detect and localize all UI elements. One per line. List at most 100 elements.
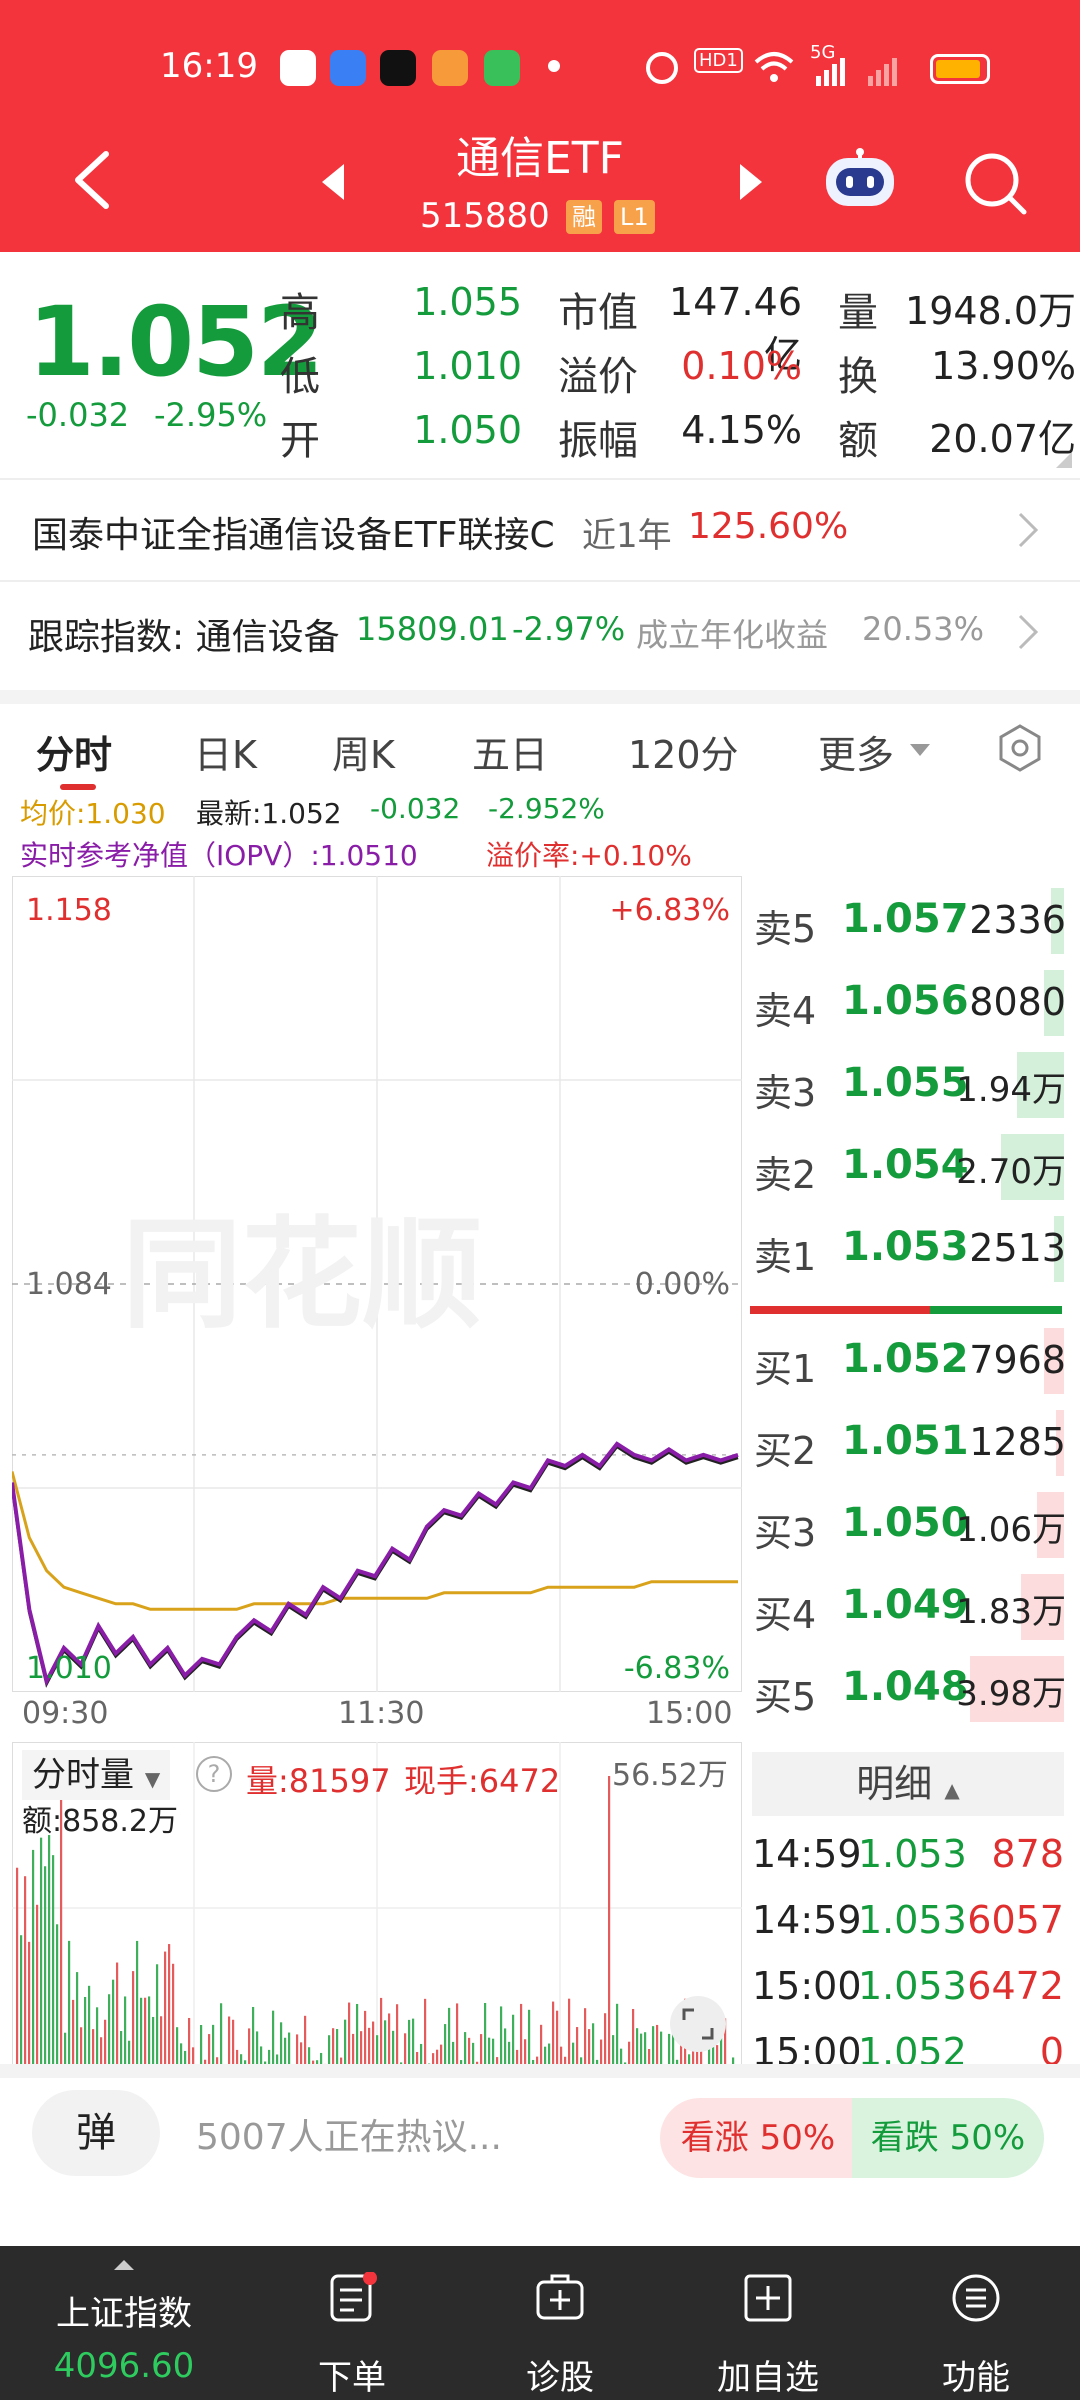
bid-row[interactable]: 买1 1.052 7968 [746,1320,1080,1402]
ask-row[interactable]: 卖4 1.056 8080 [746,962,1080,1044]
volume-bar [600,2039,603,2076]
tick-price: 1.053 [858,1898,967,1942]
tab-weekly-k[interactable]: 周K [332,733,395,777]
book-volume: 1285 [969,1420,1066,1464]
nav-add-watchlist[interactable]: 加自选 [668,2246,868,2400]
nav-index-name: 上证指数 [56,2294,192,2334]
chart-settings-icon[interactable] [994,722,1046,774]
next-stock-icon[interactable] [736,162,766,202]
volume-bar [512,2014,515,2076]
stat-value-amount: 20.07亿 [929,417,1076,461]
bid-row[interactable]: 买3 1.050 1.06万 [746,1484,1080,1566]
nav-add-watchlist-label: 加自选 [717,2358,819,2398]
tracking-index-row[interactable]: 跟踪指数: 通信设备 15809.01 -2.97% 成立年化收益 20.53% [0,582,1080,682]
volume-bar [636,2028,639,2076]
volume-bar [84,1996,87,2076]
nav-diagnose[interactable]: 诊股 [460,2246,660,2400]
current-price: 1.052 [28,286,324,398]
ask-row[interactable]: 卖1 1.053 2513 [746,1208,1080,1290]
volume-bar [268,2049,271,2076]
volume-bar [412,2018,415,2076]
volume-bar [48,1835,51,2076]
volume-bar [180,2043,183,2076]
volume-bar [128,2040,131,2076]
volume-indicator-select[interactable]: 分时量 ▼ [22,1750,171,1800]
book-price: 1.055 [842,1060,969,1106]
nav-functions[interactable]: 功能 [876,2246,1076,2400]
volume-bar [656,2024,659,2076]
previous-stock-icon[interactable] [318,162,348,202]
volume-bar [200,2024,203,2076]
danmu-label: 弹 [76,2110,116,2156]
dropdown-arrow-icon [910,744,930,756]
nav-functions-label: 功能 [942,2358,1010,2398]
back-icon[interactable] [70,150,114,210]
ask-row[interactable]: 卖2 1.054 2.70万 [746,1126,1080,1208]
volume-bar [652,2026,655,2076]
volume-bar [164,1951,167,2076]
ask-row[interactable]: 卖3 1.055 1.94万 [746,1044,1080,1126]
volume-bar [632,2008,635,2076]
bid-row[interactable]: 买5 1.048 3.98万 [746,1648,1080,1730]
assistant-robot-icon[interactable] [822,148,898,210]
chevron-right-icon [1018,512,1039,548]
linked-fund-row[interactable]: 国泰中证全指通信设备ETF联接C 近1年 125.60% [0,480,1080,580]
bid-row[interactable]: 买2 1.051 1285 [746,1402,1080,1484]
tick-volume: 6472 [967,1964,1064,2008]
expand-corner-icon[interactable] [1056,452,1072,468]
volume-bar [288,2032,291,2076]
volume-bar [488,2037,491,2076]
help-icon[interactable]: ? [196,1756,232,1792]
volume-bar [500,2006,503,2076]
fullscreen-icon [682,2008,714,2040]
tab-intraday[interactable]: 分时 [36,733,113,777]
premium-rate-label: 溢价率:+0.10% [486,839,692,872]
divider [0,580,1080,582]
nav-index[interactable]: 上证指数 4096.60 [24,2246,224,2400]
volume-bar [556,2010,559,2076]
tab-120min[interactable]: 120分 [628,733,739,777]
tick-row: 14:59 1.053 878 [752,1822,1064,1888]
nav-order[interactable]: 下单 [252,2246,452,2400]
bullish-button[interactable]: 看涨 50% [660,2098,856,2178]
latest-price-label: 最新:1.052 [196,797,342,830]
volume-bar [604,2013,607,2076]
volume-bar [504,2028,507,2076]
book-level-label: 买5 [754,1675,817,1719]
volume-bar [172,1963,175,2076]
volume-bar [336,2029,339,2076]
margin-tag: 融 [566,200,602,234]
book-level-label: 买3 [754,1511,817,1555]
iopv-label: 实时参考净值（IOPV）:1.0510 [20,839,418,872]
book-level-label: 买1 [754,1347,817,1391]
bearish-button[interactable]: 看跌 50% [852,2098,1044,2178]
stat-value-low: 1.010 [413,344,522,388]
tab-five-day[interactable]: 五日 [472,733,549,777]
stat-label-premium: 溢价 [558,354,638,400]
watermark: 同花顺 [122,1206,482,1345]
ask-row[interactable]: 卖5 1.057 2336 [746,880,1080,962]
intraday-chart[interactable]: 同花顺 1.158 +6.83% 1.084 0.00% 1.010 -6.83… [12,876,742,1692]
stat-value-premium: 0.10% [681,344,802,388]
volume-bar [136,1940,139,2076]
discussion-count[interactable]: 5007人正在热议... [196,2117,502,2158]
section-divider [0,2064,1080,2078]
tab-daily-k[interactable]: 日K [194,733,257,777]
y-label-bottom-pct: -6.83% [624,1651,730,1686]
detail-header[interactable]: 明细 ▲ [752,1752,1064,1816]
volume-bar [256,2031,259,2076]
y-label-top-pct: +6.83% [610,893,730,928]
volume-bar [280,2022,283,2076]
price-line [12,1441,739,1687]
tick-price: 1.053 [858,1964,967,2008]
caret-up-icon [114,2260,134,2270]
search-icon[interactable] [962,150,1028,216]
bid-row[interactable]: 买4 1.049 1.83万 [746,1566,1080,1648]
tab-more[interactable]: 更多 [818,733,895,777]
danmu-toggle[interactable]: 弹 [32,2090,160,2176]
tick-volume: 878 [991,1832,1064,1876]
fullscreen-button[interactable] [670,1996,726,2052]
avg-price-label: 均价:1.030 [20,797,166,830]
app-notification-icon [330,50,366,86]
depth-bar [1053,1216,1064,1282]
